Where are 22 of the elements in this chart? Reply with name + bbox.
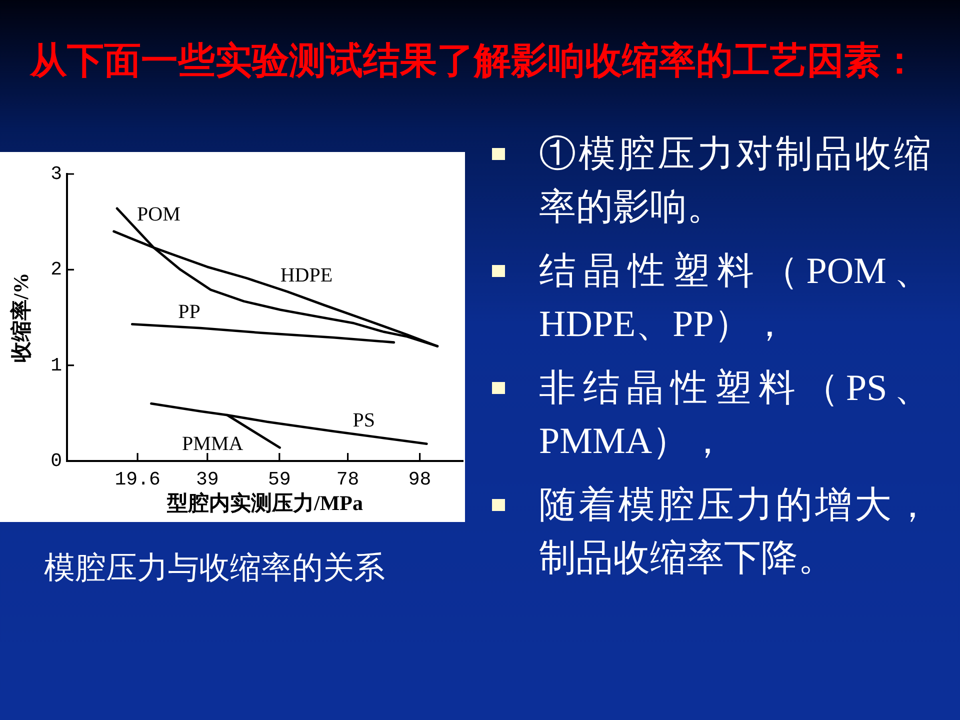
text: 非结晶性塑料（PS、PMMA），: [539, 367, 931, 464]
x-axis-title: 型腔内实测压力/MPa: [166, 490, 364, 515]
text: 随着模腔压力的增大，制品收缩率下降。: [539, 484, 931, 581]
x-tick-label: 19.6: [114, 468, 160, 490]
text: 结晶性塑料（POM、HDPE、PP），: [539, 250, 931, 347]
y-axis-title: 收缩率/%: [9, 272, 34, 362]
text: ①模腔压力对制品收缩率的影响。: [539, 133, 931, 230]
y-tick-label: 0: [50, 450, 62, 472]
series-label: POM: [137, 203, 181, 226]
y-tick-label: 1: [50, 354, 62, 376]
chart-title: 从下面一些实验测试结果了解影响收缩率的工艺因素：: [30, 40, 918, 84]
series-label: PP: [178, 301, 200, 324]
x-tick-label: 78: [336, 468, 360, 490]
x-tick-label: 59: [268, 468, 291, 490]
text: 模腔压力与收缩率的关系: [44, 549, 385, 587]
x-tick-label: 98: [408, 468, 432, 490]
series-label: PS: [352, 409, 376, 432]
y-tick-label: 2: [50, 258, 62, 281]
y-tick-label: 3: [50, 163, 62, 186]
series-label: PMMA: [182, 433, 244, 456]
series-label: HDPE: [280, 264, 333, 287]
x-tick-label: 39: [196, 468, 219, 490]
